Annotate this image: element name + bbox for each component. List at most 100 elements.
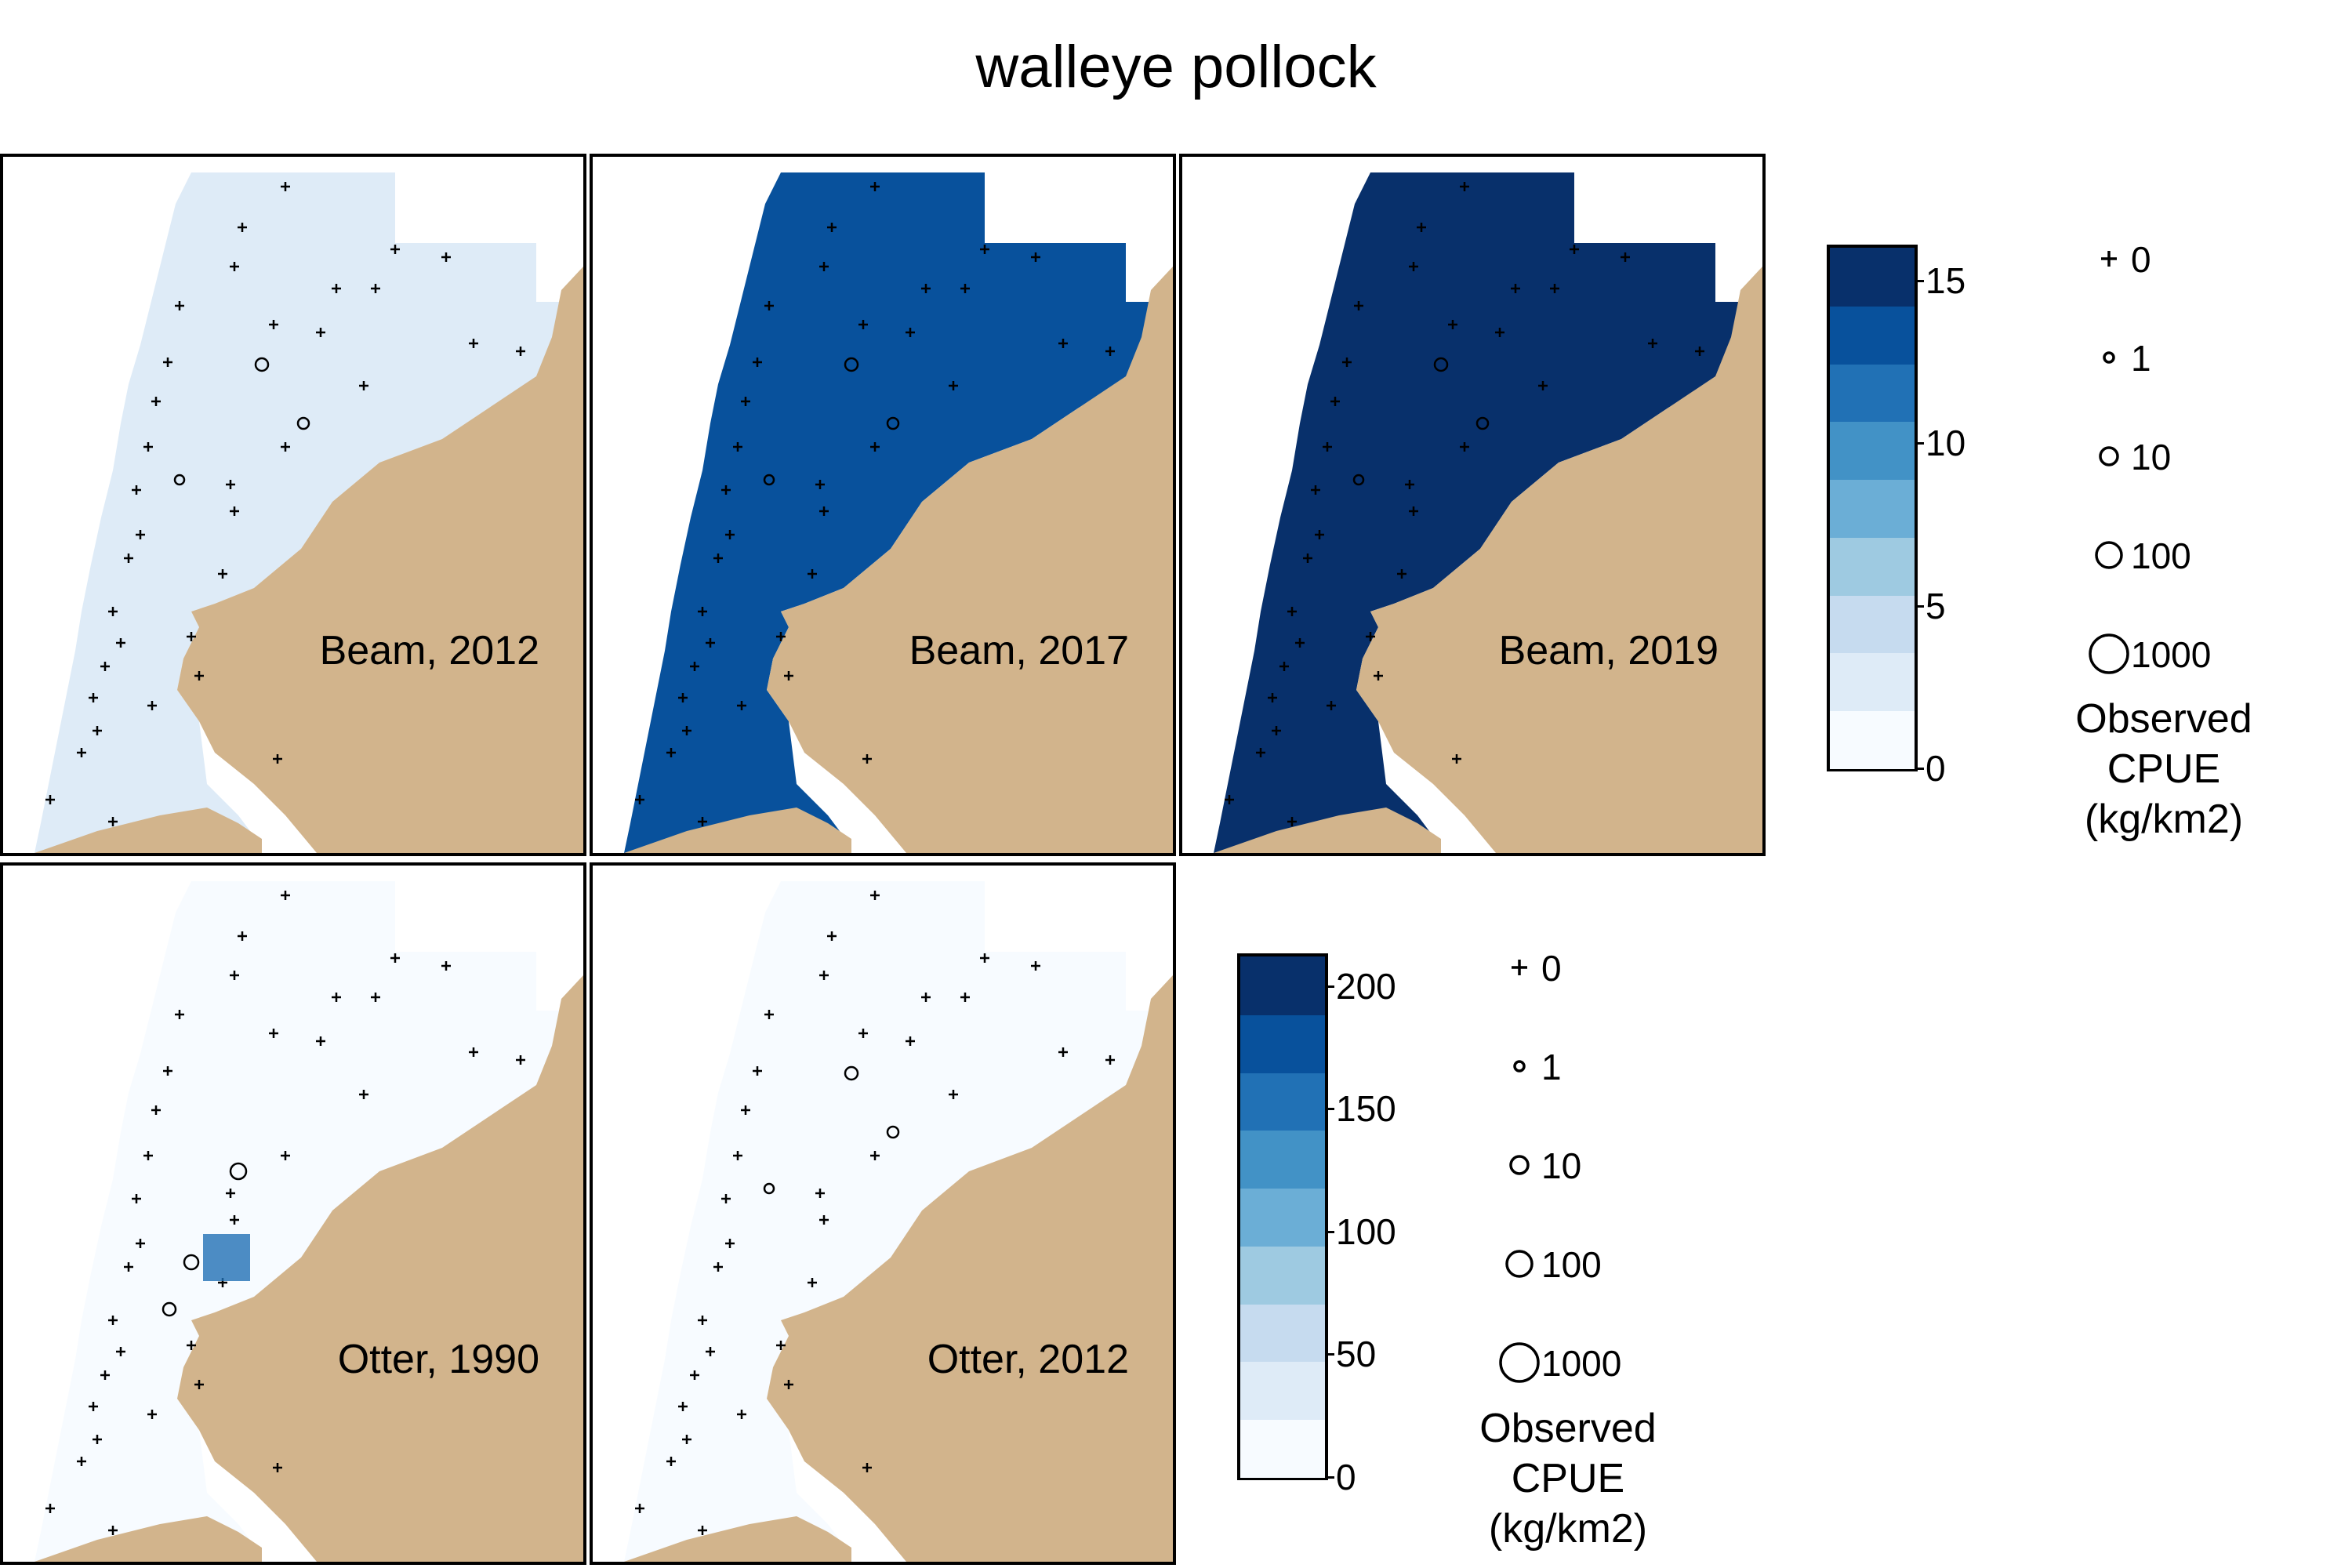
size-legend-label: 0: [2131, 239, 2151, 280]
station-cross: [776, 1341, 786, 1350]
station-cross: [230, 506, 239, 516]
map-panel-beam-2012: Beam, 2012: [0, 154, 586, 856]
legend-title-line: Observed: [1479, 1406, 1657, 1451]
circle-icon: [2089, 633, 2129, 674]
station-cross: [725, 1239, 735, 1248]
legend-title-line: (kg/km2): [1488, 1506, 1648, 1552]
station-cross: [390, 245, 400, 254]
station-cross: [808, 1278, 817, 1287]
station-cross: [1058, 339, 1068, 348]
station-cross: [469, 1047, 478, 1057]
colorbar-band: [1830, 652, 1915, 712]
map-svg: [624, 172, 1173, 853]
panel-label: Otter, 1990: [337, 1337, 539, 1382]
map-svg: [1214, 172, 1762, 853]
map-svg: [34, 881, 583, 1562]
colorbar-band: [1240, 1419, 1325, 1478]
catch-circle: [1433, 357, 1449, 372]
panel-label: Otter, 2012: [927, 1337, 1129, 1382]
station-cross: [980, 953, 989, 963]
survey-area: [624, 172, 1151, 853]
station-cross: [1366, 632, 1375, 641]
station-cross: [441, 252, 451, 262]
station-cross: [678, 693, 688, 702]
station-cross: [1330, 397, 1340, 406]
station-cross: [124, 554, 133, 563]
size-legend-label: 1000: [2131, 634, 2212, 675]
station-cross: [136, 1239, 145, 1248]
station-cross: [77, 1457, 86, 1466]
station-cross: [1538, 381, 1548, 390]
station-cross: [1105, 347, 1115, 356]
circle-icon: [1499, 1342, 1540, 1383]
station-cross: [949, 381, 958, 390]
map-panel-otter-2012: Otter, 2012: [590, 862, 1176, 1565]
station-cross: [1105, 1055, 1115, 1065]
station-cross: [151, 1105, 161, 1115]
station-cross: [1495, 328, 1504, 337]
station-cross: [108, 607, 118, 616]
colorbar-tick-mark: [1325, 1476, 1334, 1479]
station-cross: [371, 284, 380, 293]
size-legend-label: 1: [1541, 1047, 1562, 1087]
station-cross: [1327, 701, 1336, 710]
station-cross: [706, 1347, 715, 1356]
station-cross: [1303, 554, 1312, 563]
station-cross: [45, 795, 55, 804]
colorbar-band: [1830, 421, 1915, 481]
station-cross: [721, 1194, 731, 1203]
station-cross: [721, 485, 731, 495]
station-cross: [827, 223, 837, 232]
station-cross: [870, 1151, 880, 1160]
station-cross: [108, 1316, 118, 1325]
colorbar-band: [1240, 1303, 1325, 1363]
station-cross: [906, 328, 915, 337]
station-cross: [93, 726, 102, 735]
station-cross: [516, 347, 525, 356]
station-cross: [858, 320, 868, 329]
map-panel-beam-2017: Beam, 2017: [590, 154, 1176, 856]
colorbar-band: [1830, 248, 1915, 307]
colorbar-tick-mark: [1325, 1353, 1334, 1356]
station-cross: [1268, 693, 1277, 702]
size-legend-label: 1: [2131, 338, 2151, 379]
catch-circle: [886, 1125, 900, 1139]
colorbar-tick-label: 0: [1336, 1457, 1356, 1497]
station-cross: [194, 671, 204, 681]
land-area: [177, 267, 583, 853]
station-cross: [1460, 182, 1469, 191]
station-cross: [815, 480, 825, 489]
station-cross: [635, 1504, 644, 1513]
station-cross: [143, 442, 153, 452]
station-cross: [175, 1010, 184, 1019]
colorbar-tick-label: 150: [1336, 1088, 1396, 1130]
station-cross: [764, 301, 774, 310]
station-cross: [921, 284, 931, 293]
station-cross: [441, 961, 451, 971]
station-cross: [862, 1463, 872, 1472]
station-cross: [516, 1055, 525, 1065]
station-cross: [1058, 1047, 1068, 1057]
station-cross: [100, 662, 110, 671]
land-area: [1356, 267, 1762, 853]
station-cross: [815, 1189, 825, 1198]
station-cross: [784, 671, 793, 681]
station-cross: [1460, 442, 1469, 452]
station-cross: [147, 701, 157, 710]
station-cross: [187, 632, 196, 641]
station-cross: [332, 284, 341, 293]
catch-circle: [886, 416, 900, 430]
station-cross: [819, 506, 829, 516]
station-cross: [1287, 817, 1297, 826]
cpue-legend-title-beam: Observed CPUE (kg/km2): [2038, 694, 2289, 844]
station-cross: [764, 1010, 774, 1019]
station-cross: [698, 607, 707, 616]
colorbar-tick-mark: [1915, 442, 1924, 445]
colorbar-tick-mark: [1915, 768, 1924, 770]
colorbar-tick-label: 100: [1336, 1210, 1396, 1252]
colorbar-band: [1830, 594, 1915, 654]
station-cross: [269, 1029, 278, 1038]
station-cross: [960, 284, 970, 293]
cpue-legend-title-otter: Observed CPUE (kg/km2): [1443, 1403, 1693, 1554]
station-cross: [163, 1066, 172, 1076]
